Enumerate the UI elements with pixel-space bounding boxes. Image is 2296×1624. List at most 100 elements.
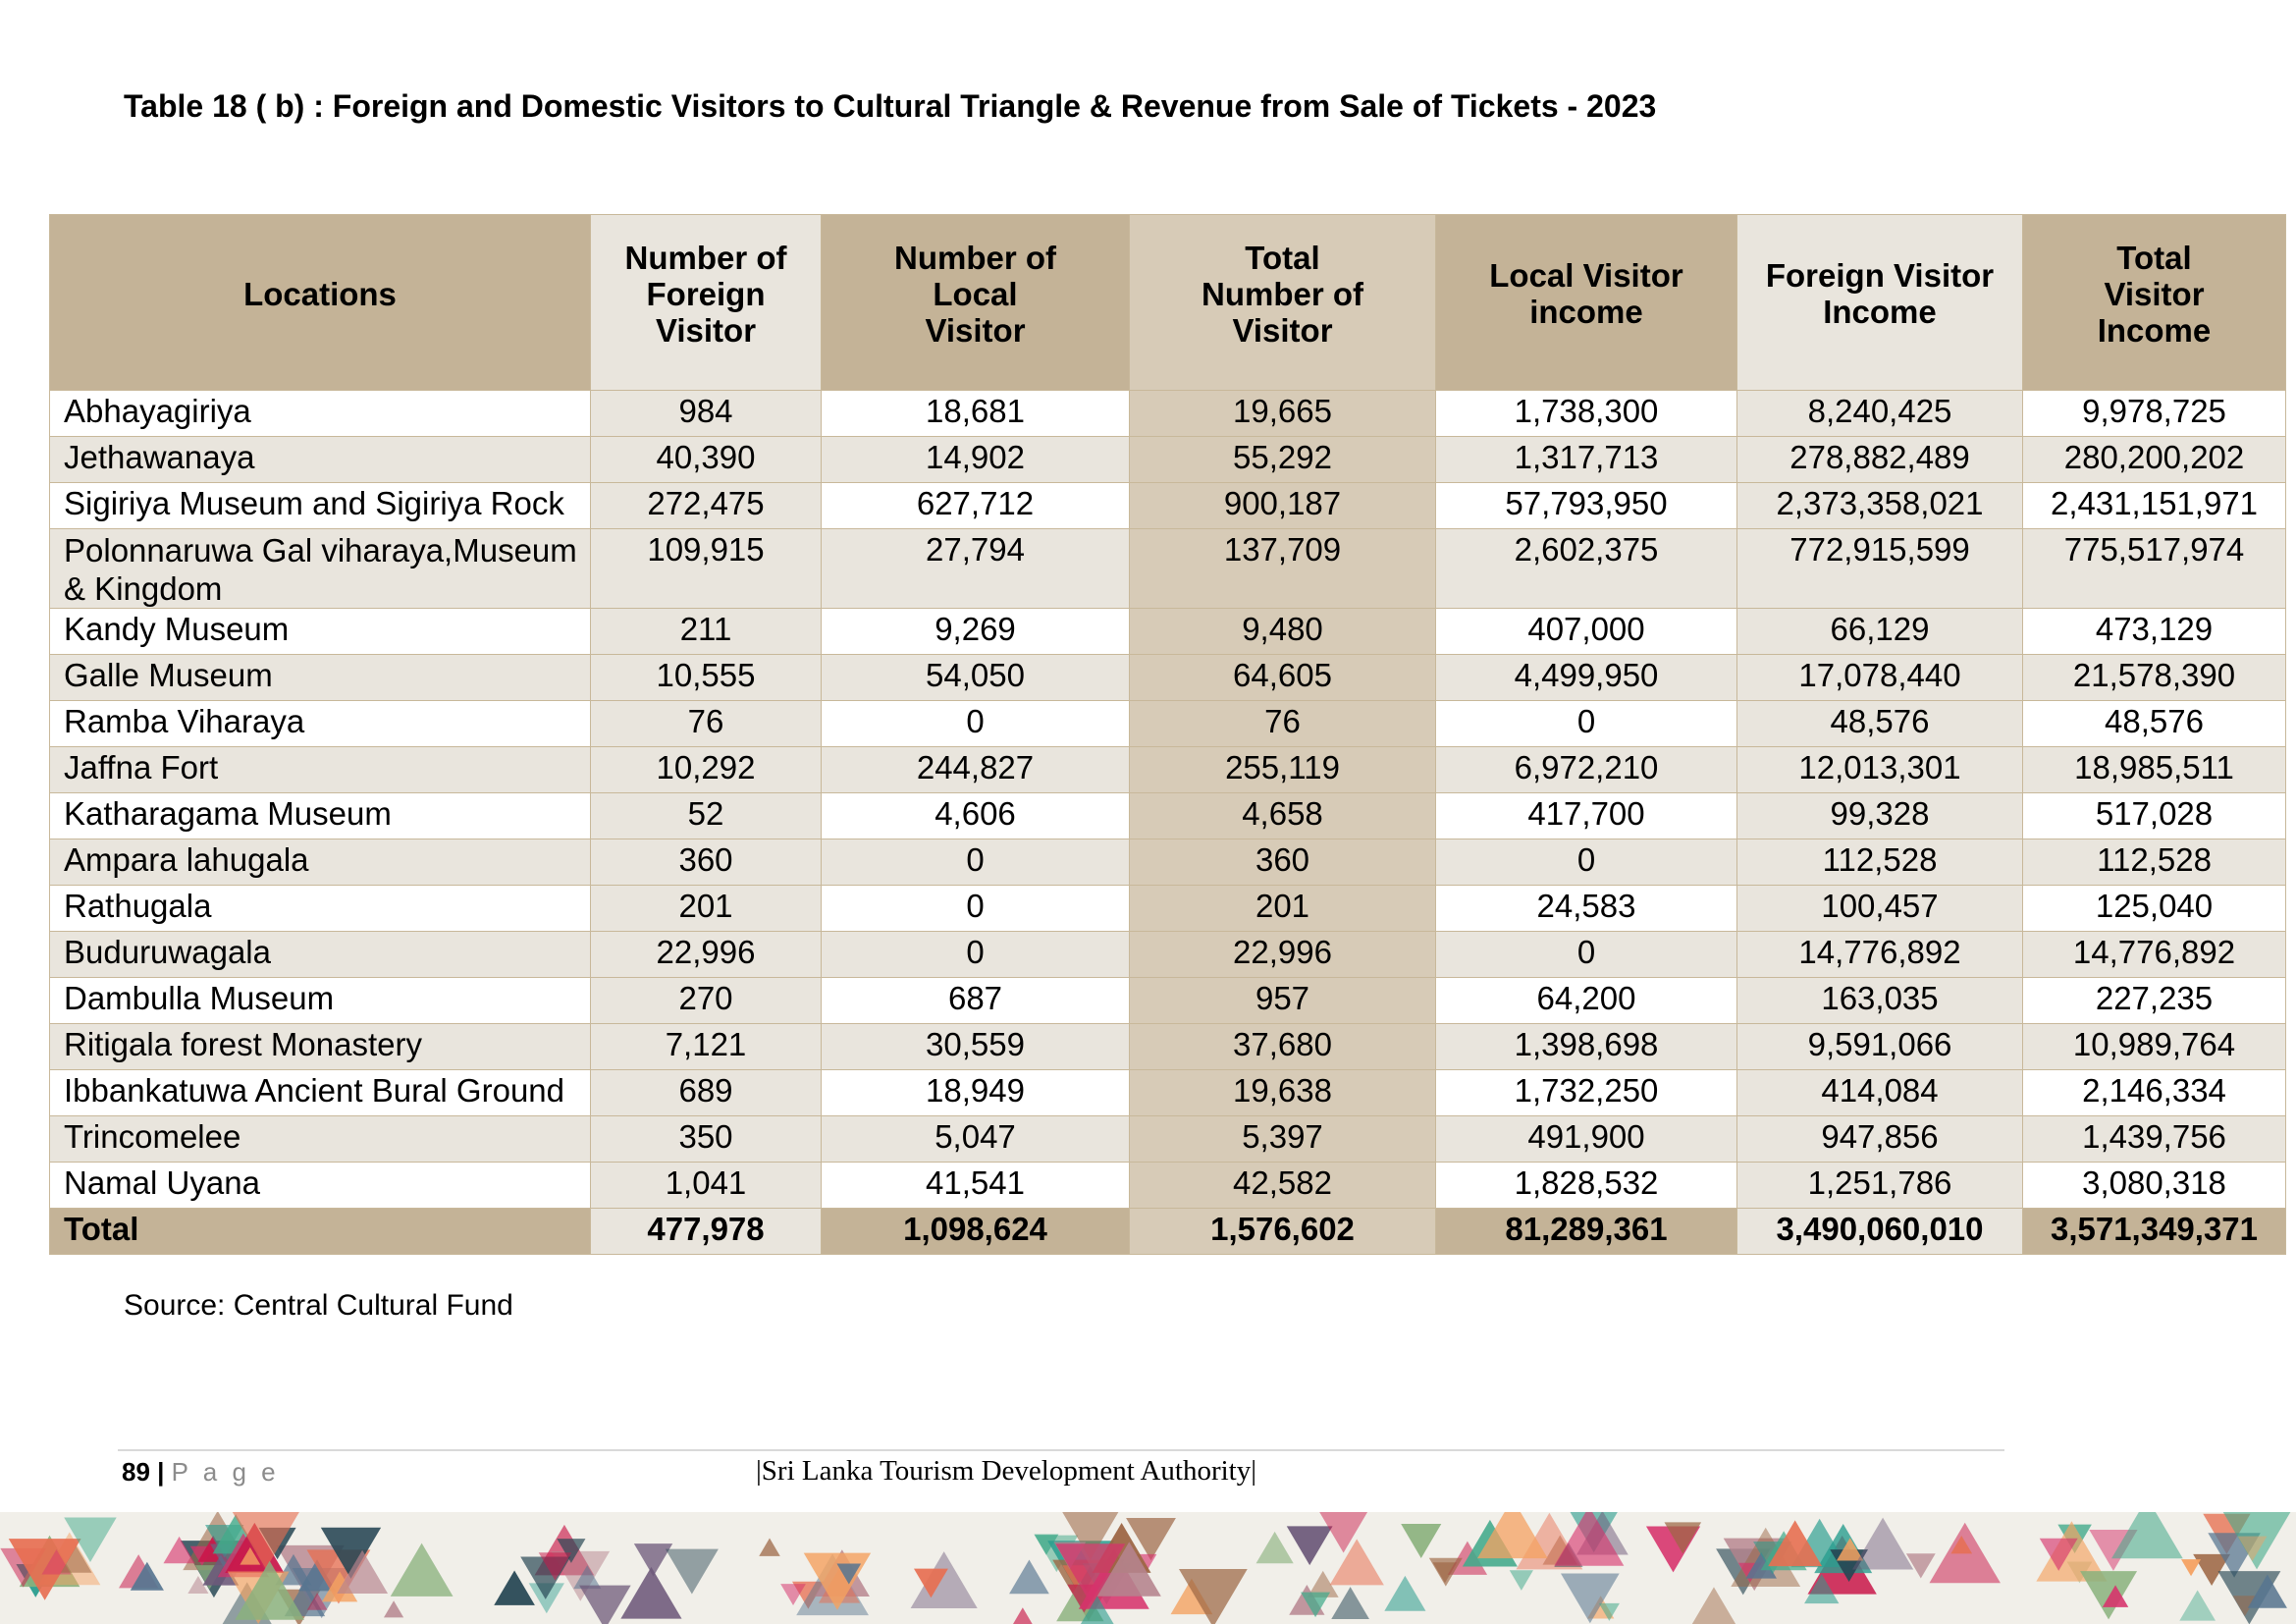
- cell-total-income: 10,989,764: [2022, 1023, 2286, 1070]
- cell-total-visitors: 42,582: [1129, 1162, 1436, 1209]
- cell-locations: Kandy Museum: [49, 608, 591, 655]
- cell-total-visitors: 19,665: [1129, 390, 1436, 437]
- cell-local-visitors: 18,681: [821, 390, 1130, 437]
- table-row: Rathugala 201 0 201 24,583 100,457 125,040: [49, 885, 2286, 932]
- cell-total-income: 2,431,151,971: [2022, 482, 2286, 529]
- header-foreign-visitors: Number of Foreign Visitor: [590, 214, 822, 391]
- cell-local-visitors: 0: [821, 700, 1130, 747]
- header-line: Local: [933, 275, 1018, 312]
- cell-local-income: 407,000: [1435, 608, 1737, 655]
- banner-triangle: [1509, 1570, 1533, 1591]
- decorative-banner: [0, 1512, 2296, 1624]
- table-row: Katharagama Museum 52 4,606 4,658 417,700 99,…: [49, 792, 2286, 839]
- cell-local-visitors: 54,050: [821, 654, 1130, 701]
- cell-foreign-income: 278,882,489: [1736, 436, 2023, 483]
- cell-foreign-visitors: 272,475: [590, 482, 822, 529]
- header-local-visitors: Number of Local Visitor: [821, 214, 1130, 391]
- banner-triangle: [232, 1512, 299, 1569]
- cell-total-income: 227,235: [2022, 977, 2286, 1024]
- table-row: Ramba Viharaya 76 0 76 0 48,576 48,576: [49, 700, 2286, 747]
- banner-triangle: [390, 1543, 454, 1597]
- total-local-income: 81,289,361: [1435, 1208, 1737, 1255]
- footer-organization: |Sri Lanka Tourism Development Authority…: [756, 1455, 1257, 1487]
- cell-local-visitors: 9,269: [821, 608, 1130, 655]
- banner-triangle: [1319, 1512, 1368, 1553]
- banner-triangle: [494, 1570, 535, 1605]
- banner-triangle: [557, 1539, 586, 1563]
- cell-total-income: 775,517,974: [2022, 528, 2286, 609]
- cell-local-visitors: 14,902: [821, 436, 1130, 483]
- header-line: Number of: [1201, 275, 1363, 312]
- cell-local-income: 0: [1435, 839, 1737, 886]
- banner-triangle: [2039, 1538, 2078, 1571]
- banner-triangle: [665, 1548, 719, 1595]
- cell-local-visitors: 4,606: [821, 792, 1130, 839]
- banner-triangle: [321, 1571, 358, 1602]
- table-row: Jaffna Fort 10,292 244,827 255,119 6,972,210…: [49, 746, 2286, 793]
- banner-triangle: [1836, 1538, 1864, 1561]
- cell-foreign-income: 66,129: [1736, 608, 2023, 655]
- cell-foreign-visitors: 40,390: [590, 436, 822, 483]
- banner-triangle: [1126, 1518, 1176, 1561]
- banner-triangle: [1178, 1568, 1248, 1624]
- cell-total-income: 280,200,202: [2022, 436, 2286, 483]
- page-separator: |: [157, 1457, 165, 1487]
- cell-locations: Namal Uyana: [49, 1162, 591, 1209]
- header-line: Income: [1823, 294, 1937, 330]
- banner-triangle: [1329, 1539, 1384, 1586]
- cell-total-income: 2,146,334: [2022, 1069, 2286, 1116]
- cell-locations: Katharagama Museum: [49, 792, 591, 839]
- cell-foreign-income: 12,013,301: [1736, 746, 2023, 793]
- header-line: Locations: [243, 275, 397, 312]
- banner-triangle: [1554, 1512, 1625, 1566]
- cell-foreign-income: 2,373,358,021: [1736, 482, 2023, 529]
- banner-triangle: [2179, 1590, 2216, 1621]
- table-row: Jethawanaya 40,390 14,902 55,292 1,317,713 27…: [49, 436, 2286, 483]
- banner-triangle: [1664, 1522, 1702, 1554]
- banner-triangle: [1096, 1542, 1161, 1597]
- total-total-income: 3,571,349,371: [2022, 1208, 2286, 1255]
- cell-foreign-income: 1,251,786: [1736, 1162, 2023, 1209]
- banner-triangle: [163, 1536, 195, 1564]
- cell-total-visitors: 55,292: [1129, 436, 1436, 483]
- cell-local-income: 1,398,698: [1435, 1023, 1737, 1070]
- cell-foreign-visitors: 10,292: [590, 746, 822, 793]
- total-foreign-visitors: 477,978: [590, 1208, 822, 1255]
- header-total-visitors: Total Number of Visitor: [1129, 214, 1436, 391]
- banner-triangle: [2193, 1553, 2231, 1587]
- banner-triangle: [1745, 1551, 1777, 1579]
- cell-total-visitors: 22,996: [1129, 931, 1436, 978]
- cell-local-income: 491,900: [1435, 1115, 1737, 1163]
- banner-triangle: [573, 1565, 602, 1590]
- table-row: Namal Uyana 1,041 41,541 42,582 1,828,532 1,2…: [49, 1162, 2286, 1209]
- banner-triangle: [1307, 1570, 1339, 1597]
- banner-triangle: [528, 1583, 564, 1614]
- cell-total-visitors: 137,709: [1129, 528, 1436, 609]
- cell-local-income: 1,317,713: [1435, 436, 1737, 483]
- header-line: Visitor: [1232, 311, 1333, 349]
- total-total-visitors: 1,576,602: [1129, 1208, 1436, 1255]
- cell-locations: Rathugala: [49, 885, 591, 932]
- cell-locations: Ramba Viharaya: [49, 700, 591, 747]
- cell-total-visitors: 5,397: [1129, 1115, 1436, 1163]
- header-line: Number of: [894, 239, 1056, 276]
- cell-foreign-visitors: 22,996: [590, 931, 822, 978]
- banner-triangle: [1401, 1524, 1442, 1558]
- cell-foreign-visitors: 201: [590, 885, 822, 932]
- total-foreign-income: 3,490,060,010: [1736, 1208, 2023, 1255]
- cell-locations: Galle Museum: [49, 654, 591, 701]
- cell-local-income: 0: [1435, 931, 1737, 978]
- table-row: Galle Museum 10,555 54,050 64,605 4,499,950 1…: [49, 654, 2286, 701]
- cell-local-visitors: 0: [821, 931, 1130, 978]
- header-line: Visitor: [2104, 275, 2205, 312]
- table-row: Ibbankatuwa Ancient Bural Ground 689 18,94…: [49, 1069, 2286, 1116]
- banner-triangle: [202, 1554, 240, 1586]
- table-row: Sigiriya Museum and Sigiriya Rock 272,475…: [49, 482, 2286, 529]
- banner-triangle: [1477, 1512, 1548, 1559]
- header-line: Visitor: [655, 311, 757, 349]
- cell-foreign-income: 163,035: [1736, 977, 2023, 1024]
- banner-triangle: [235, 1560, 304, 1620]
- cell-local-income: 6,972,210: [1435, 746, 1737, 793]
- cell-locations: Ritigala forest Monastery: [49, 1023, 591, 1070]
- table-row: Kandy Museum 211 9,269 9,480 407,000 66,129 47…: [49, 608, 2286, 655]
